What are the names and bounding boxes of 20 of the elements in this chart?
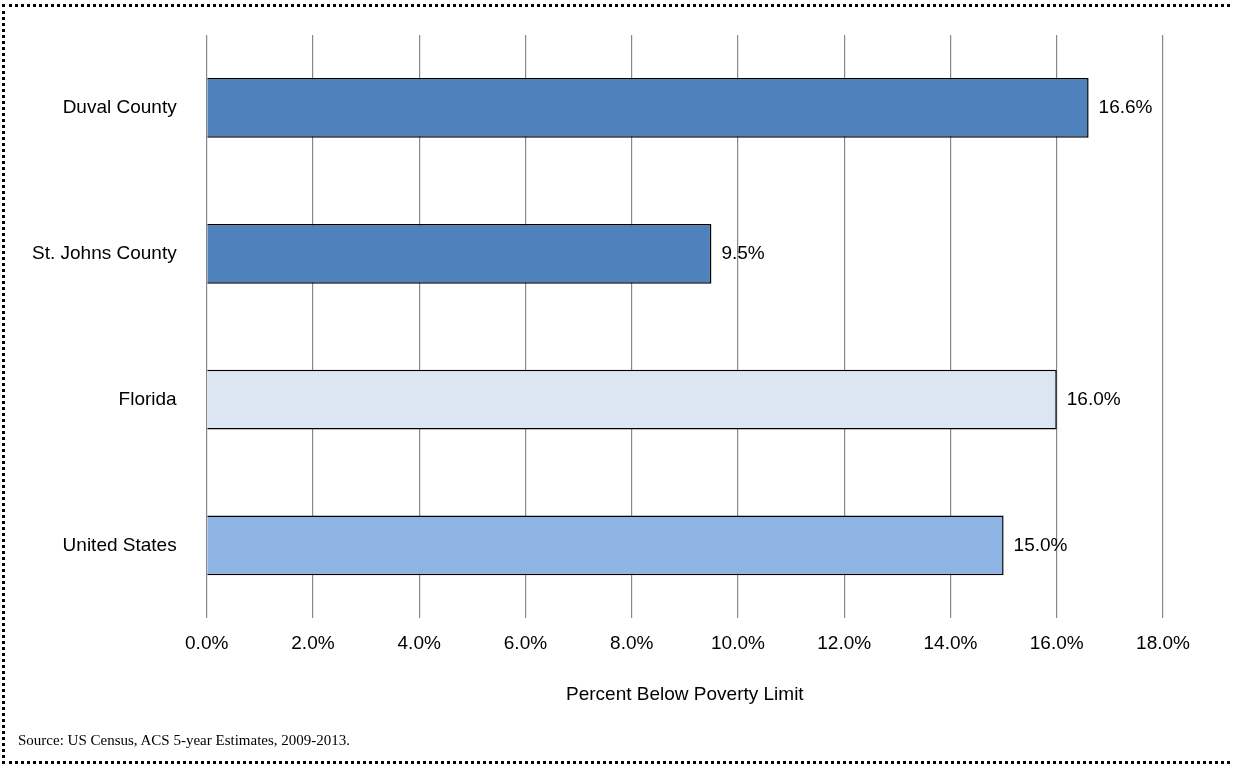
x-tick-label: 8.0% — [610, 632, 654, 654]
x-tick-label: 2.0% — [291, 632, 335, 654]
y-tick-label: St. Johns County — [31, 242, 178, 264]
data-label: 9.5% — [721, 242, 765, 264]
x-tick-label: 0.0% — [185, 632, 229, 654]
x-tick-label: 14.0% — [923, 632, 978, 654]
data-label: 16.0% — [1066, 387, 1121, 409]
x-axis-title: Percent Below Poverty Limit — [566, 682, 805, 704]
y-tick-label: Florida — [118, 387, 178, 409]
x-tick-label: 10.0% — [711, 632, 766, 654]
x-tick-label: 4.0% — [397, 632, 441, 654]
x-tick-label: 18.0% — [1136, 632, 1191, 654]
x-tick-label: 16.0% — [1029, 632, 1084, 654]
source-note: Source: US Census, ACS 5-year Estimates, 2009-2013. — [18, 732, 351, 749]
x-tick-label: 6.0% — [503, 632, 548, 654]
y-tick-label: Duval County — [62, 96, 178, 118]
y-tick-label: United States — [62, 533, 177, 555]
data-label: 16.6% — [1098, 96, 1153, 118]
x-tick-label: 12.0% — [817, 632, 872, 654]
data-label: 15.0% — [1013, 533, 1068, 555]
